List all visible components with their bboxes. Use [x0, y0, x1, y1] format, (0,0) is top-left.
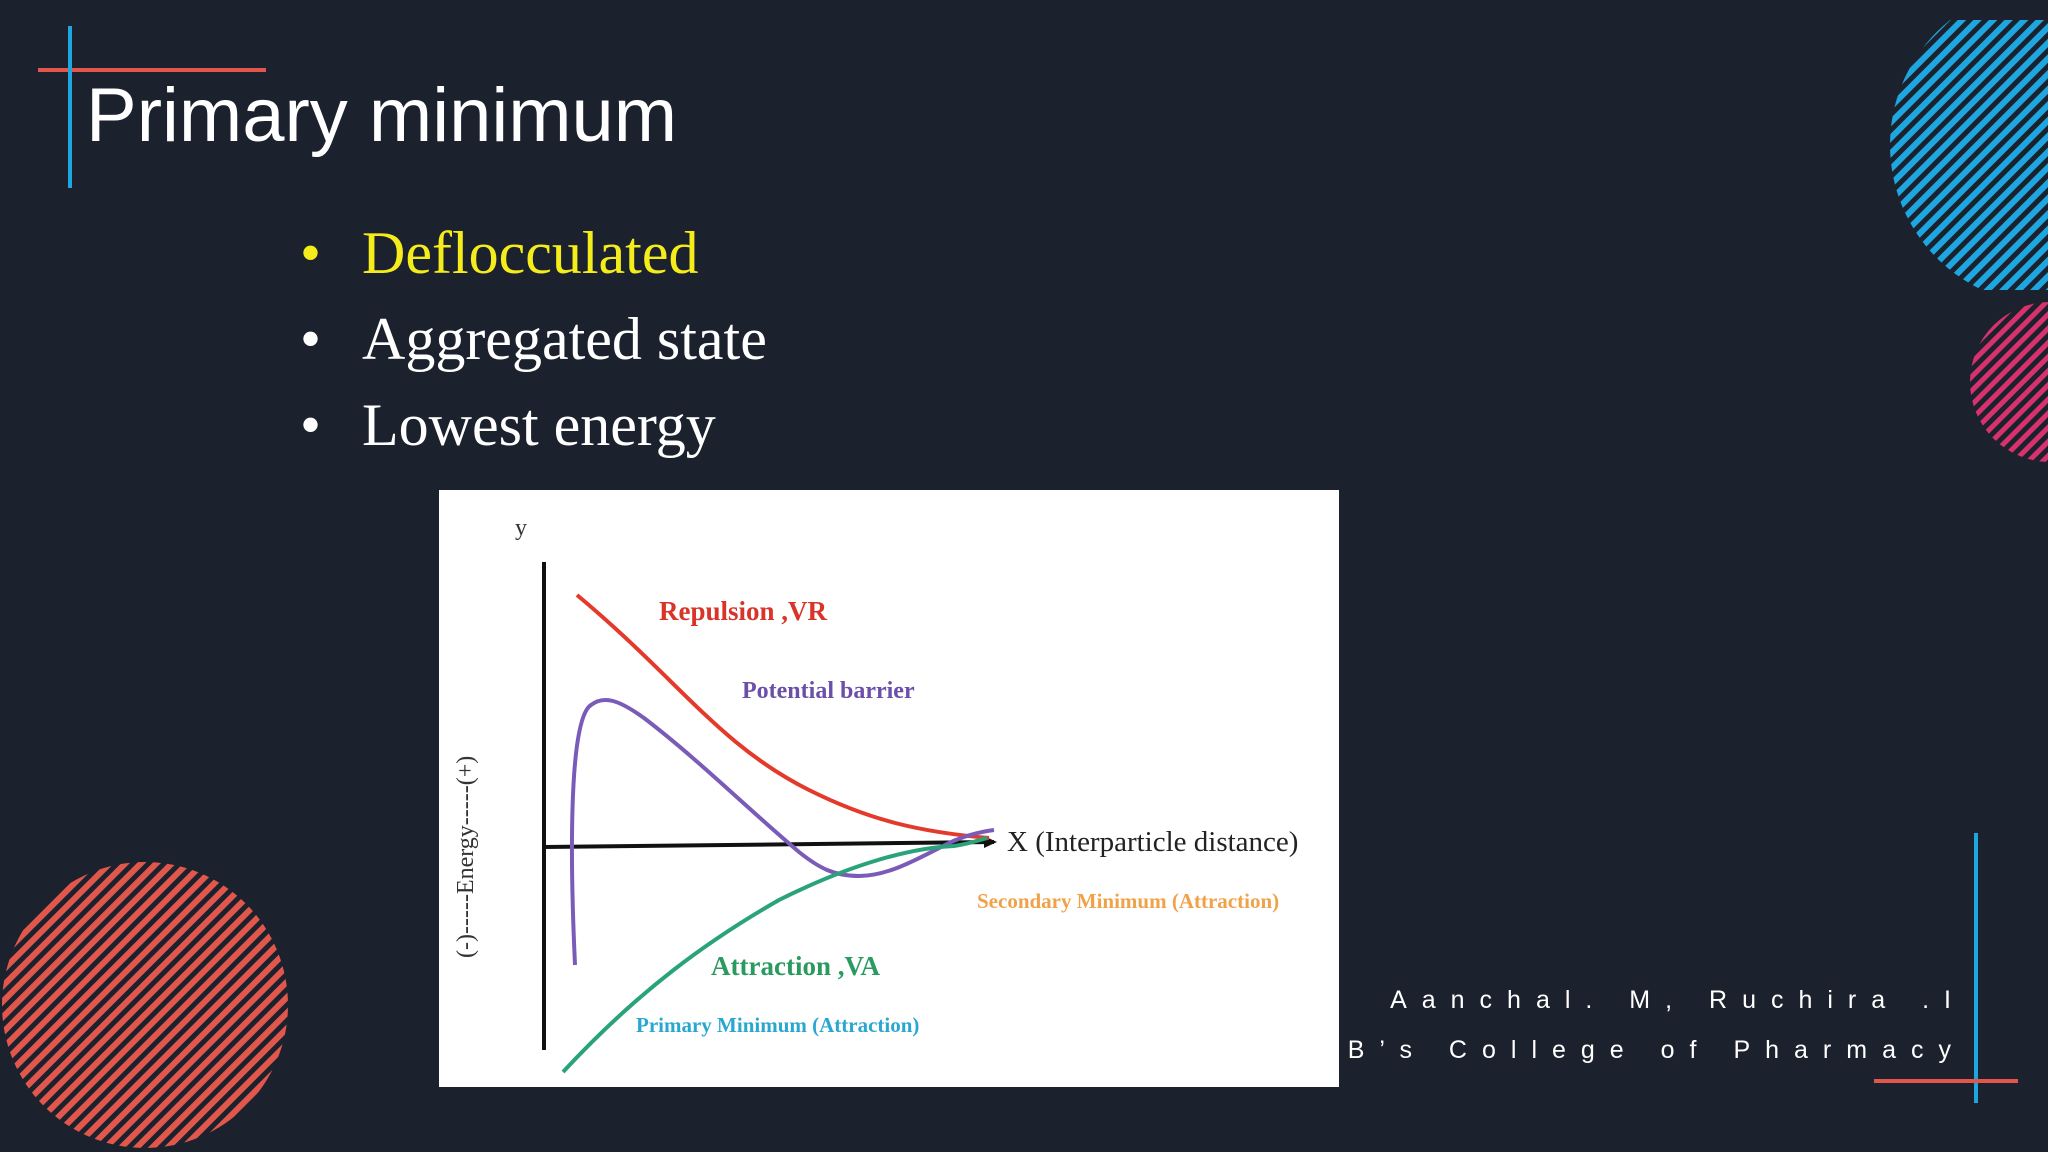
- x-axis-line: [543, 840, 995, 849]
- energy-diagram-svg: y (-)-----Energy-----(+) X (Interparticl…: [453, 515, 1298, 1074]
- bullet-item: • Lowest energy: [300, 382, 767, 468]
- energy-diagram: y (-)-----Energy-----(+) X (Interparticl…: [439, 490, 1339, 1087]
- bullet-item: • Deflocculated: [300, 210, 767, 296]
- primary-minimum-label: Primary Minimum (Attraction): [636, 1013, 919, 1037]
- bullet-text: Deflocculated: [362, 220, 699, 286]
- repulsion-label: Repulsion ,VR: [659, 596, 828, 626]
- footer-college: SVB’s College of Pharmacy: [1284, 1036, 1966, 1064]
- accent-line-blue-bottom: [1974, 833, 1978, 1103]
- footer-authors: Aanchal. M, Ruchira .I: [1390, 986, 1966, 1014]
- x-axis-label: X (Interparticle distance): [1007, 826, 1298, 858]
- secondary-minimum-label: Secondary Minimum (Attraction): [977, 889, 1279, 913]
- bullet-list: • Deflocculated • Aggregated state • Lowest…: [300, 210, 767, 468]
- y-axis-label: (-)-----Energy-----(+): [453, 756, 479, 958]
- slide-title: Primary minimum: [86, 73, 678, 158]
- attraction-curve: [561, 836, 988, 1074]
- bullet-dot-icon: •: [300, 220, 322, 286]
- potential-barrier-curve: [569, 697, 995, 966]
- potential-barrier-label: Potential barrier: [742, 678, 915, 704]
- attraction-label: Attraction ,VA: [711, 951, 880, 981]
- hatched-circle-red-decor: [2, 862, 288, 1148]
- bullet-dot-icon: •: [300, 306, 322, 372]
- accent-line-blue-top: [68, 26, 72, 188]
- bullet-dot-icon: •: [300, 392, 322, 458]
- bullet-text: Aggregated state: [362, 306, 767, 372]
- bullet-text: Lowest energy: [362, 392, 716, 458]
- accent-line-red-bottom: [1874, 1079, 2018, 1083]
- repulsion-curve: [575, 593, 990, 840]
- hatched-circle-pink-decor: [1970, 302, 2048, 462]
- y-axis-letter: y: [515, 515, 527, 541]
- accent-line-red-top: [38, 68, 266, 72]
- hatched-circle-blue-decor: [1890, 20, 2048, 290]
- bullet-item: • Aggregated state: [300, 296, 767, 382]
